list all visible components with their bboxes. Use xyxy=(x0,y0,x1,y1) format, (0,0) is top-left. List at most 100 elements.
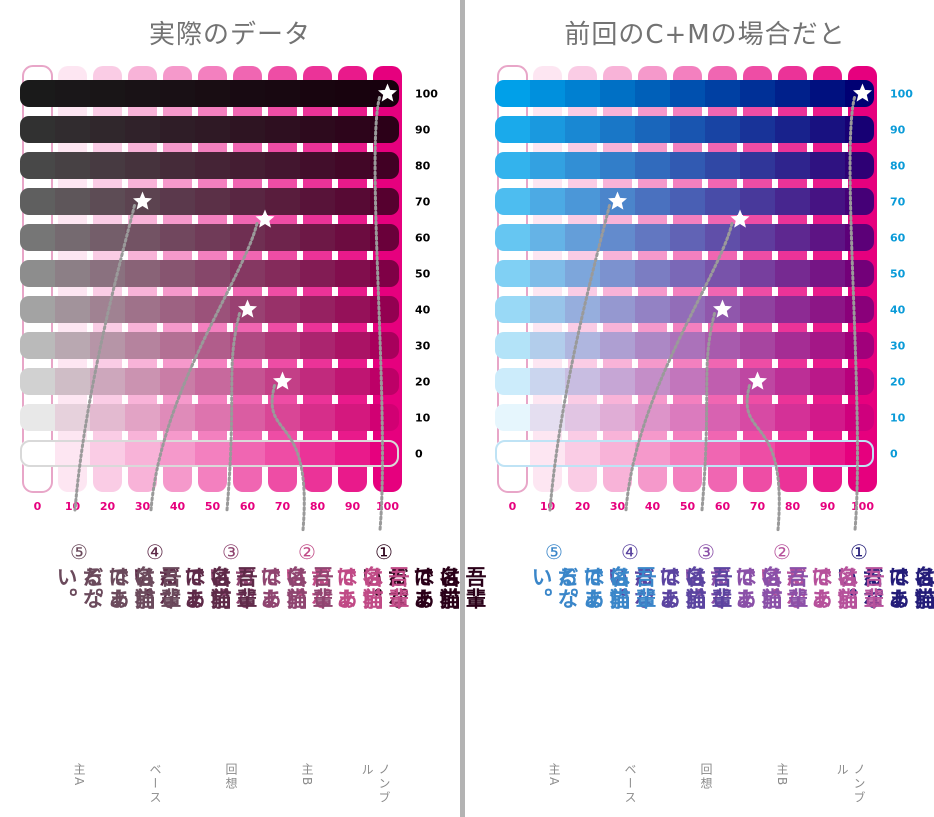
circled-number: ② xyxy=(298,540,316,564)
column-label-80: 80 xyxy=(310,500,326,513)
column-label-90: 90 xyxy=(820,500,836,513)
role-label-4: ベース xyxy=(148,763,162,805)
column-label-50: 50 xyxy=(680,500,696,513)
connector-line-5 xyxy=(548,204,611,512)
column-label-80: 80 xyxy=(785,500,801,513)
sample-text-line-2: 名前はまだない。 xyxy=(359,566,462,610)
row-label-80: 80 xyxy=(415,160,431,173)
star-marker-2 xyxy=(748,371,767,390)
sample-text-line-1: 吾輩は猫である。 xyxy=(707,566,810,610)
role-label-1: ノンブル xyxy=(360,763,391,805)
circled-number: ④ xyxy=(146,540,164,564)
row-label-70: 70 xyxy=(890,196,906,209)
tone-row-20 xyxy=(20,368,399,395)
tone-row-100 xyxy=(495,80,874,107)
star-marker-2 xyxy=(273,371,292,390)
tone-row-40 xyxy=(20,296,399,323)
sample-text-line-2: 名前はまだない。 xyxy=(529,566,632,610)
column-label-90: 90 xyxy=(345,500,361,513)
row-label-90: 90 xyxy=(415,124,431,137)
column-label-100: 100 xyxy=(851,500,874,513)
tone-row-70 xyxy=(495,188,874,215)
sample-text-line-1: 吾輩は猫である。 xyxy=(555,566,658,610)
row-label-60: 60 xyxy=(415,232,431,245)
row-label-100: 100 xyxy=(415,88,438,101)
column-label-40: 40 xyxy=(170,500,186,513)
tone-row-50 xyxy=(20,260,399,287)
tone-row-80 xyxy=(495,152,874,179)
circled-number: ① xyxy=(375,540,393,564)
tone-row-50 xyxy=(495,260,874,287)
star-marker-4 xyxy=(255,209,275,228)
row-label-40: 40 xyxy=(415,304,431,317)
row-label-30: 30 xyxy=(890,340,906,353)
connector-line-2 xyxy=(745,384,781,532)
row-label-20: 20 xyxy=(890,376,906,389)
role-label-2: 主B xyxy=(775,763,789,788)
panel-title-cm: 前回のC+Mの場合だと xyxy=(564,20,846,50)
star-marker-1 xyxy=(853,83,872,102)
column-label-20: 20 xyxy=(100,500,116,513)
row-label-40: 40 xyxy=(890,304,906,317)
tone-row-10 xyxy=(20,404,399,431)
row-label-10: 10 xyxy=(415,412,431,425)
column-label-0: 0 xyxy=(509,500,517,513)
tone-row-90 xyxy=(495,116,874,143)
star-marker-5 xyxy=(608,191,627,210)
role-label-5: 主A xyxy=(547,763,561,788)
tone-row-80 xyxy=(20,152,399,179)
circled-number: ⑤ xyxy=(70,540,88,564)
tone-row-70 xyxy=(20,188,399,215)
column-label-10: 10 xyxy=(540,500,556,513)
column-label-60: 60 xyxy=(715,500,731,513)
column-label-50: 50 xyxy=(205,500,221,513)
panel-divider xyxy=(460,0,465,817)
row-label-0: 0 xyxy=(890,448,898,461)
sample-text-line-1: 吾輩は猫である。 xyxy=(385,566,488,610)
sample-text-line-1: 吾輩は猫である。 xyxy=(631,566,734,610)
tone-row-100 xyxy=(20,80,399,107)
row-label-80: 80 xyxy=(890,160,906,173)
column-label-60: 60 xyxy=(240,500,256,513)
row-label-100: 100 xyxy=(890,88,913,101)
sample-text-line-1: 吾輩は猫である。 xyxy=(783,566,886,610)
color-grid-cm: 0 10 20 30 40 50 60 70 80 90 100100908070605040302… xyxy=(495,65,913,532)
sample-text-5: ⑤ 吾輩は猫である。 名前はまだない。 xyxy=(528,540,658,610)
tone-row-30 xyxy=(20,332,399,359)
column-label-40: 40 xyxy=(645,500,661,513)
sample-text-line-2: 名前はまだない。 xyxy=(130,566,233,610)
star-marker-3 xyxy=(238,299,257,318)
connector-line-3 xyxy=(225,312,241,512)
row-label-70: 70 xyxy=(415,196,431,209)
column-label-70: 70 xyxy=(275,500,291,513)
sample-text-line-2: 名前はまだない。 xyxy=(834,566,934,610)
circled-number: ⑤ xyxy=(545,540,563,564)
column-label-10: 10 xyxy=(65,500,81,513)
panel-title-actual: 実際のデータ xyxy=(148,20,311,50)
sample-text-5: ⑤ 吾輩は猫である。 名前はまだない。 xyxy=(53,540,183,610)
sample-text-line-2: 名前はまだない。 xyxy=(605,566,708,610)
row-label-50: 50 xyxy=(890,268,906,281)
row-label-60: 60 xyxy=(890,232,906,245)
circled-number: ③ xyxy=(222,540,240,564)
sample-text-3: ③ 吾輩は猫である。 名前はまだない。 xyxy=(205,540,335,610)
role-label-4: ベース xyxy=(623,763,637,805)
star-marker-5 xyxy=(133,191,152,210)
sample-text-line-2: 名前はまだない。 xyxy=(757,566,860,610)
sample-text-line-1: 吾輩は猫である。 xyxy=(80,566,183,610)
circled-number: ② xyxy=(773,540,791,564)
tone-row-60 xyxy=(20,224,399,251)
sample-text-line-1: 吾輩は猫である。 xyxy=(308,566,411,610)
tone-row-40 xyxy=(495,296,874,323)
role-label-3: 回想 xyxy=(699,763,713,791)
connector-line-1 xyxy=(373,96,384,532)
tone-row-0 xyxy=(20,440,399,467)
sample-text-line-1: 吾輩は猫である。 xyxy=(860,566,934,610)
row-label-50: 50 xyxy=(415,268,431,281)
row-label-90: 90 xyxy=(890,124,906,137)
sample-text-2: ② 吾輩は猫である。 名前はまだない。 xyxy=(756,540,886,610)
column-label-100: 100 xyxy=(376,500,399,513)
sample-text-4: ④ 吾輩は猫である。 名前はまだない。 xyxy=(604,540,734,610)
role-label-2: 主B xyxy=(300,763,314,788)
